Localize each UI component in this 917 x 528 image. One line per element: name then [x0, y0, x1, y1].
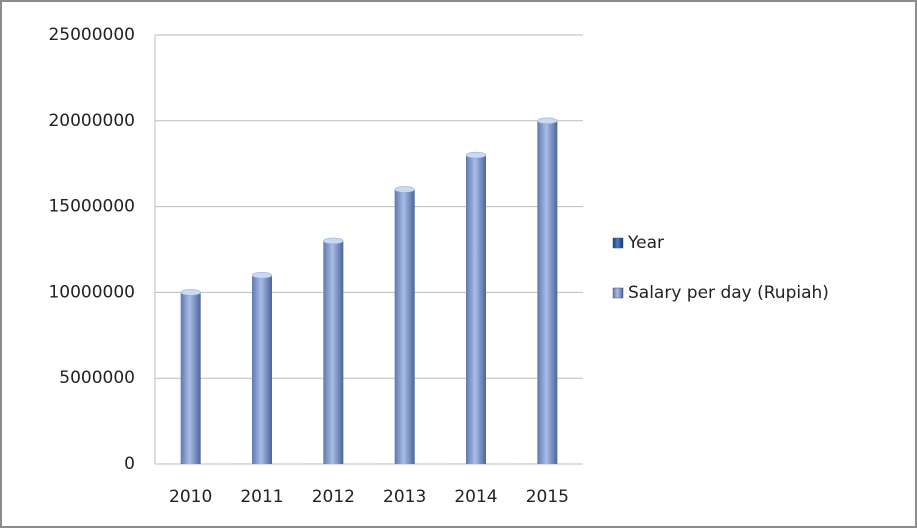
- y-tick-label: 25000000: [48, 25, 135, 45]
- y-tick-label: 10000000: [48, 282, 135, 302]
- x-tick-label: 2015: [526, 487, 569, 507]
- legend-swatch: [612, 287, 624, 299]
- y-tick-label: 5000000: [59, 368, 135, 388]
- bar: [252, 275, 272, 464]
- y-tick-label: 15000000: [48, 197, 135, 217]
- y-tick-label: 0: [124, 454, 135, 474]
- bar-top: [394, 186, 415, 193]
- legend-label: Salary per day (Rupiah): [628, 283, 829, 303]
- bar: [180, 292, 201, 464]
- bar-top: [323, 237, 344, 245]
- x-tick-label: 2011: [240, 487, 283, 507]
- bar: [394, 189, 415, 464]
- x-tick-label: 2014: [454, 487, 497, 507]
- x-tick-label: 2013: [383, 487, 426, 507]
- legend-swatch: [612, 237, 624, 249]
- legend-label: Year: [627, 233, 664, 253]
- x-tick-label: 2010: [169, 487, 212, 507]
- bar-top: [537, 117, 558, 125]
- bar-top: [180, 289, 201, 296]
- y-tick-label: 20000000: [48, 111, 135, 131]
- x-tick-label: 2012: [312, 487, 355, 507]
- bar: [323, 240, 344, 464]
- bar-top: [465, 151, 487, 159]
- bar: [537, 120, 558, 465]
- bar: [466, 155, 486, 464]
- bar-top: [251, 271, 273, 279]
